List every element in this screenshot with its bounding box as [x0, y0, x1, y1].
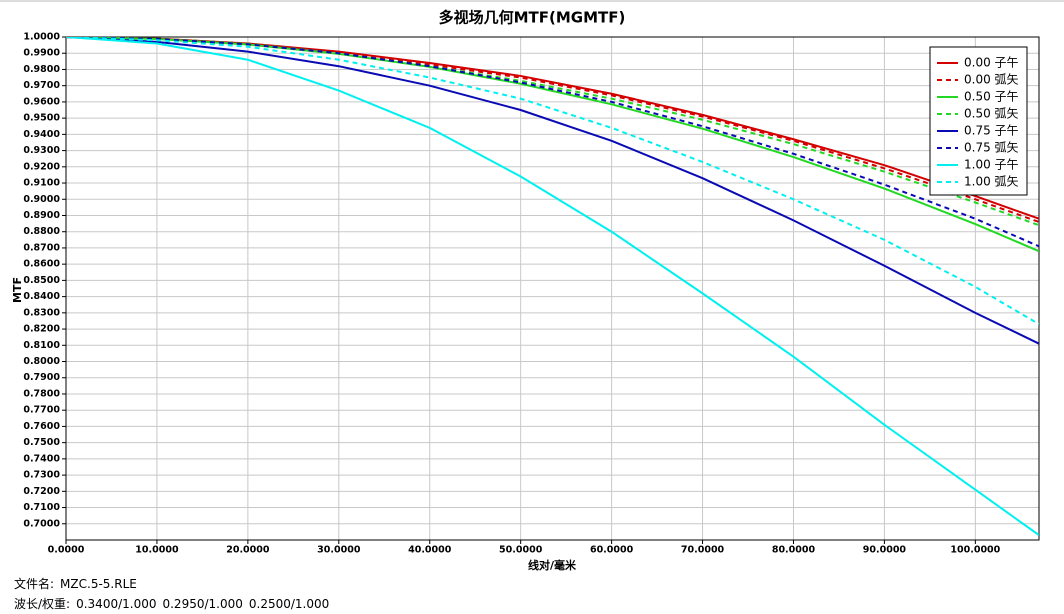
legend-label: 0.75 子午: [964, 124, 1019, 138]
wave-row: 波长/权重: 0.3400/1.000 0.2950/1.000 0.2500/1.0…: [14, 594, 335, 614]
y-tick-label: 0.8700: [23, 242, 60, 253]
y-axis-label: MTF: [11, 277, 24, 303]
y-tick-label: 0.8800: [23, 226, 60, 237]
x-tick-label: 40.0000: [408, 545, 452, 556]
series-line: [66, 37, 1039, 345]
chart-title: 多视场几何MTF(MGMTF): [439, 9, 626, 27]
y-tick-label: 0.7500: [23, 437, 60, 448]
file-name: MZC.5-5.RLE: [60, 577, 137, 591]
legend-label: 0.50 弧矢: [964, 107, 1019, 121]
footer: 文件名: MZC.5-5.RLE 波长/权重: 0.3400/1.000 0.2950…: [14, 574, 335, 614]
wave-label: 波长/权重:: [14, 597, 71, 611]
y-tick-label: 0.8100: [23, 340, 60, 351]
y-tick-label: 0.8000: [23, 356, 60, 367]
legend-label: 1.00 弧矢: [964, 175, 1019, 189]
wave: 0.3400/1.000: [76, 597, 157, 611]
y-tick-label: 0.9300: [23, 145, 60, 156]
x-tick-label: 30.0000: [317, 545, 361, 556]
y-tick-label: 0.8400: [23, 291, 60, 302]
y-tick-label: 0.8300: [23, 307, 60, 318]
legend-label: 0.50 子午: [964, 90, 1019, 104]
x-tick-label: 80.0000: [772, 545, 816, 556]
chart: 多视场几何MTF(MGMTF) 线对/毫米 MTF 0.7000 0.7100 0.…: [0, 0, 1064, 572]
y-tick-label: 0.7300: [23, 470, 60, 481]
y-tick-label: 0.9700: [23, 80, 60, 91]
y-tick-label: 0.9200: [23, 161, 60, 172]
wave: 0.2500/1.000: [248, 597, 330, 611]
y-tick-label: 0.7800: [23, 388, 60, 399]
x-tick-label: 90.0000: [863, 545, 907, 556]
y-tick-label: 0.8900: [23, 210, 60, 221]
x-tick-label: 50.0000: [499, 545, 543, 556]
series-line: [66, 37, 1039, 536]
x-tick-label: 0.0000: [48, 545, 85, 556]
y-tick-label: 1.0000: [23, 32, 60, 43]
legend-label: 0.00 子午: [964, 56, 1019, 70]
y-tick-label: 0.7600: [23, 421, 60, 432]
plot-area: [66, 37, 1039, 540]
y-tick-label: 0.7900: [23, 372, 60, 383]
legend-box: [929, 46, 1028, 196]
y-tick-label: 0.8200: [23, 324, 60, 335]
y-tick-label: 0.7000: [23, 518, 60, 529]
y-tick-label: 0.8500: [23, 275, 60, 286]
y-tick-label: 0.9800: [23, 64, 60, 75]
file-label: 文件名:: [14, 577, 55, 591]
y-tick-label: 0.9400: [23, 129, 60, 140]
file-row: 文件名: MZC.5-5.RLE: [14, 574, 335, 594]
x-tick-label: 70.0000: [681, 545, 725, 556]
wave: 0.2950/1.000: [162, 597, 243, 611]
legend-label: 0.00 弧矢: [964, 73, 1019, 87]
x-axis-label: 线对/毫米: [528, 558, 577, 572]
y-tick-label: 0.9500: [23, 113, 60, 124]
y-tick-label: 0.9000: [23, 194, 60, 205]
y-tick-label: 0.9100: [23, 178, 60, 189]
y-tick-label: 0.8600: [23, 259, 60, 270]
y-tick-label: 0.7100: [23, 502, 60, 513]
y-tick-label: 0.7700: [23, 405, 60, 416]
y-tick-label: 0.7400: [23, 453, 60, 464]
plot-frame: [65, 36, 1040, 541]
y-tick-label: 0.9900: [23, 48, 60, 59]
x-tick-label: 10.0000: [135, 545, 179, 556]
y-tick-label: 0.9600: [23, 96, 60, 107]
x-tick-label: 60.0000: [590, 545, 634, 556]
legend-label: 1.00 子午: [964, 158, 1019, 172]
series-line: [66, 37, 1039, 326]
legend-label: 0.75 弧矢: [964, 141, 1019, 155]
y-tick-label: 0.7200: [23, 486, 60, 497]
series-line: [66, 37, 1039, 248]
x-tick-label: 100.0000: [950, 545, 1000, 556]
x-tick-label: 20.0000: [226, 545, 270, 556]
